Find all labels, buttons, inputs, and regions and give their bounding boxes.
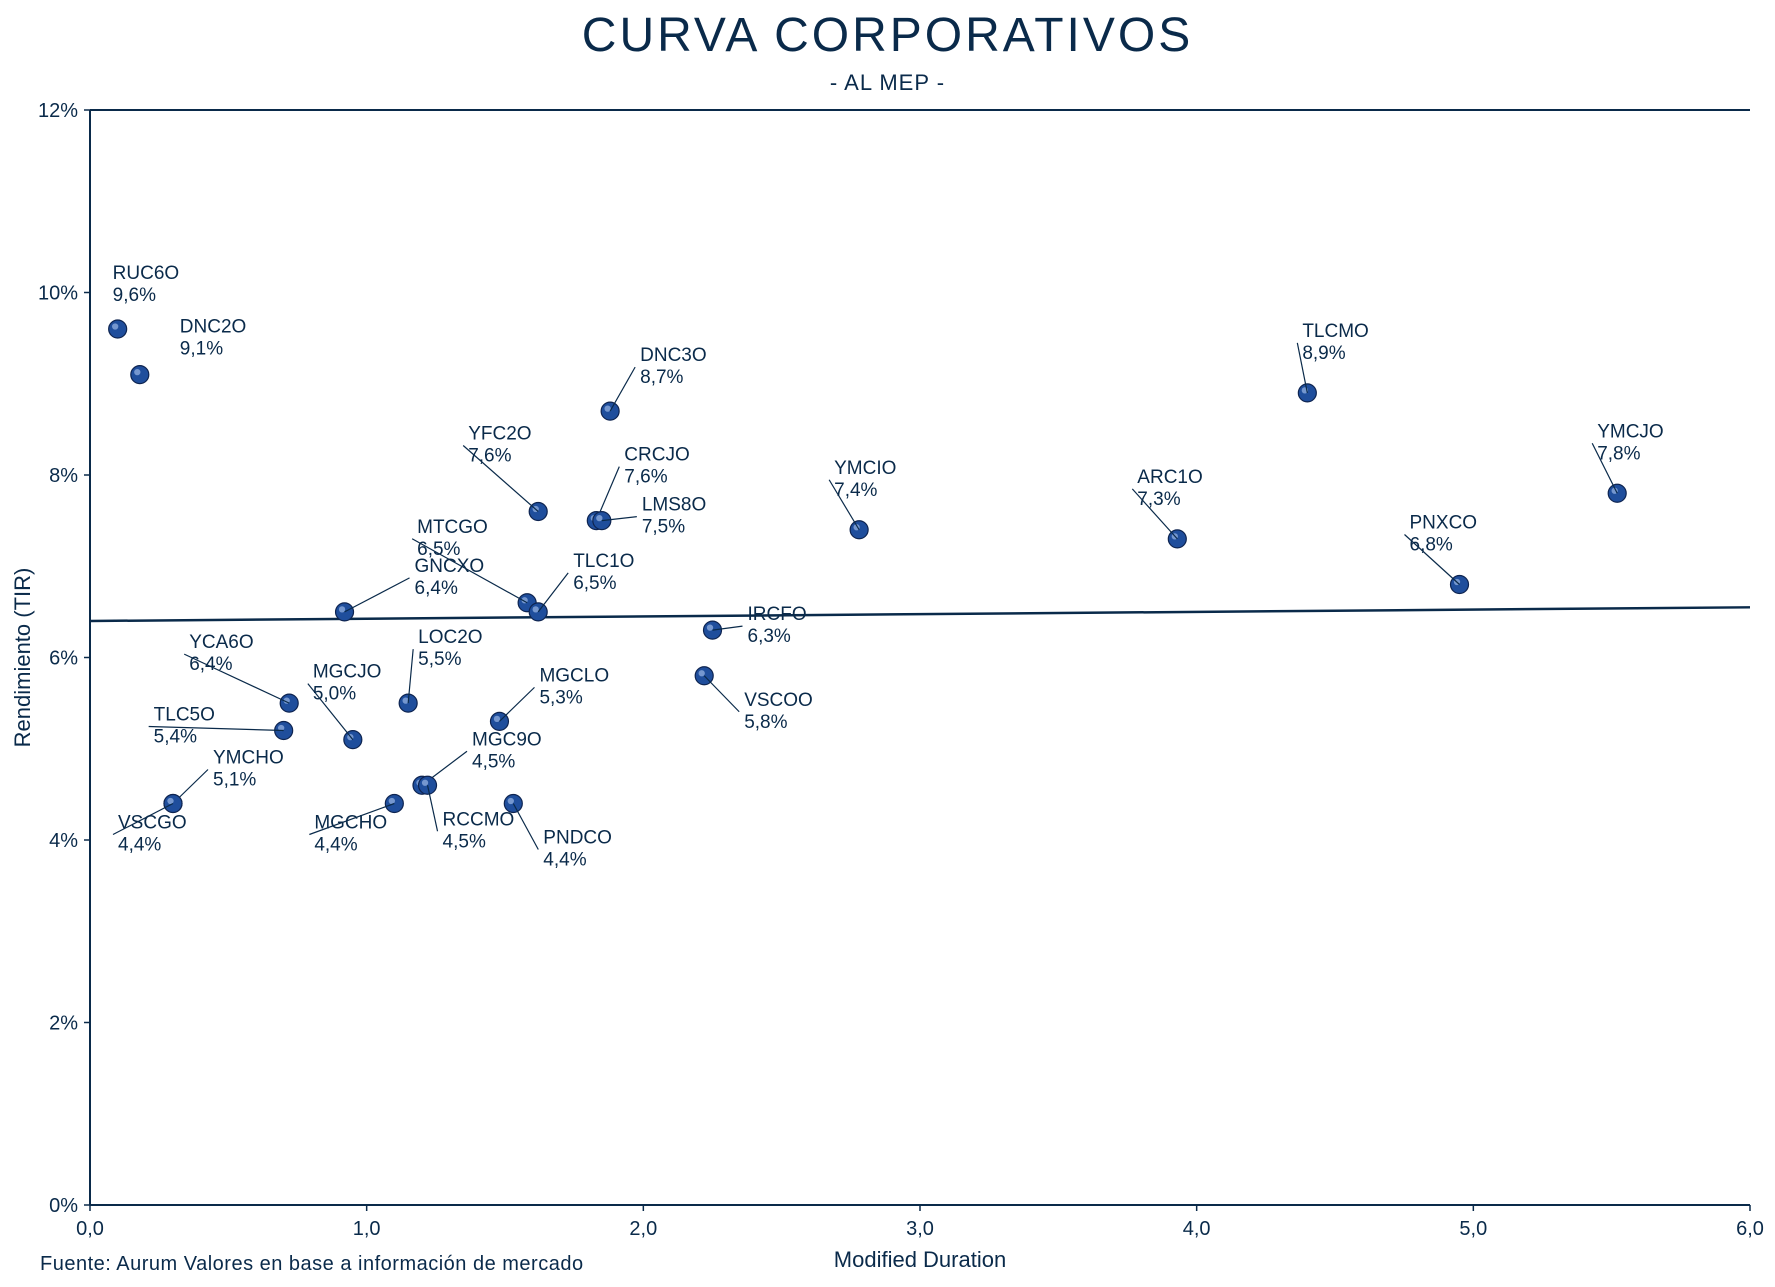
data-label-pct: 5,5% bbox=[418, 649, 461, 670]
data-label-id: PNXCO bbox=[1410, 513, 1478, 534]
data-label-pct: 6,4% bbox=[415, 578, 458, 599]
data-label-pct: 7,3% bbox=[1137, 489, 1180, 510]
data-label-pct: 9,6% bbox=[113, 285, 156, 306]
data-label-pct: 4,4% bbox=[118, 835, 161, 856]
x-tick-label: 5,0 bbox=[1459, 1218, 1487, 1240]
x-tick-label: 4,0 bbox=[1183, 1218, 1211, 1240]
leader-line bbox=[610, 367, 635, 411]
data-label-id: LMS8O bbox=[642, 495, 706, 516]
data-point-DNC2O bbox=[131, 366, 149, 384]
data-label-pct: 4,4% bbox=[543, 850, 586, 871]
data-label-id: MGCLO bbox=[539, 665, 609, 686]
data-label-pct: 8,7% bbox=[640, 367, 683, 388]
data-label-id: TLC5O bbox=[154, 705, 215, 726]
y-tick-label: 12% bbox=[38, 100, 78, 122]
data-label-id: RCCMO bbox=[443, 809, 515, 830]
data-label-id: DNC2O bbox=[180, 317, 247, 338]
data-label-id: RUC6O bbox=[113, 263, 180, 284]
data-label-pct: 7,6% bbox=[468, 446, 511, 467]
data-label-id: GNCXO bbox=[415, 556, 485, 577]
data-label-id: CRCJO bbox=[624, 445, 689, 466]
x-tick-label: 0,0 bbox=[76, 1218, 104, 1240]
data-label-id: YCA6O bbox=[189, 632, 253, 653]
source-note: Fuente: Aurum Valores en base a informac… bbox=[40, 1253, 584, 1276]
data-label-id: YMCHO bbox=[213, 748, 284, 769]
data-label-id: MTCGO bbox=[417, 517, 488, 538]
x-tick-label: 1,0 bbox=[353, 1218, 381, 1240]
data-label-pct: 6,4% bbox=[189, 654, 232, 675]
data-label-id: VSCGO bbox=[118, 813, 187, 834]
y-tick-label: 0% bbox=[49, 1195, 78, 1217]
data-label-id: MGCHO bbox=[314, 813, 387, 834]
leader-line bbox=[345, 578, 410, 612]
scatter-plot: 0% 2% 4% 6% 8% 10% 12% 0,0 1,0 2,0 3,0 4,0 5,0 6,0 Ren… bbox=[0, 0, 1775, 1287]
data-label-id: YMCIO bbox=[834, 458, 896, 479]
data-label-pct: 4,5% bbox=[472, 751, 515, 772]
y-tick-label: 8% bbox=[49, 465, 78, 487]
y-tick-label: 2% bbox=[49, 1013, 78, 1035]
data-label-pct: 6,8% bbox=[1410, 535, 1453, 556]
x-tick-label: 3,0 bbox=[906, 1218, 934, 1240]
data-label-id: IRCFO bbox=[748, 604, 807, 625]
leader-line bbox=[704, 676, 739, 712]
data-label-id: ARC1O bbox=[1137, 467, 1202, 488]
x-axis-title: Modified Duration bbox=[834, 1247, 1006, 1272]
data-label-id: PNDCO bbox=[543, 828, 612, 849]
data-label-pct: 5,4% bbox=[154, 727, 197, 748]
leader-line bbox=[538, 573, 568, 612]
data-label-id: VSCOO bbox=[744, 690, 813, 711]
data-label-pct: 5,3% bbox=[539, 687, 582, 708]
y-tick-label: 6% bbox=[49, 648, 78, 670]
leader-line bbox=[499, 687, 534, 721]
leader-line bbox=[513, 804, 538, 850]
data-label-pct: 6,3% bbox=[748, 626, 791, 647]
x-tick-label: 6,0 bbox=[1736, 1218, 1764, 1240]
chart-container: CURVA CORPORATIVOS - AL MEP - 0%2%4%6%8%… bbox=[0, 0, 1775, 1287]
data-label-pct: 9,1% bbox=[180, 339, 223, 360]
data-label-pct: 4,4% bbox=[314, 835, 357, 856]
data-label-pct: 7,5% bbox=[642, 517, 685, 538]
data-label-pct: 7,4% bbox=[834, 480, 877, 501]
data-label-id: LOC2O bbox=[418, 627, 482, 648]
data-label-id: TLC1O bbox=[573, 551, 634, 572]
x-tick-label: 2,0 bbox=[629, 1218, 657, 1240]
data-label-id: TLCMO bbox=[1302, 321, 1369, 342]
data-label-id: MGC9O bbox=[472, 729, 542, 750]
y-tick-label: 10% bbox=[38, 283, 78, 305]
y-tick-label: 4% bbox=[49, 830, 78, 852]
data-label-id: YMCJO bbox=[1597, 421, 1664, 442]
data-label-pct: 8,9% bbox=[1302, 343, 1345, 364]
data-label-id: YFC2O bbox=[468, 424, 531, 445]
data-label-id: MGCJO bbox=[313, 662, 382, 683]
data-label-pct: 7,6% bbox=[624, 467, 667, 488]
data-label-pct: 6,5% bbox=[573, 573, 616, 594]
data-label-id: DNC3O bbox=[640, 345, 707, 366]
data-label-pct: 5,8% bbox=[744, 712, 787, 733]
y-axis-title: Rendimiento (TIR) bbox=[10, 568, 35, 748]
data-point-RUC6O bbox=[109, 320, 127, 338]
data-label-pct: 4,5% bbox=[443, 831, 486, 852]
data-label-pct: 7,8% bbox=[1597, 443, 1640, 464]
data-label-pct: 5,1% bbox=[213, 770, 256, 791]
data-label-pct: 5,0% bbox=[313, 684, 356, 705]
